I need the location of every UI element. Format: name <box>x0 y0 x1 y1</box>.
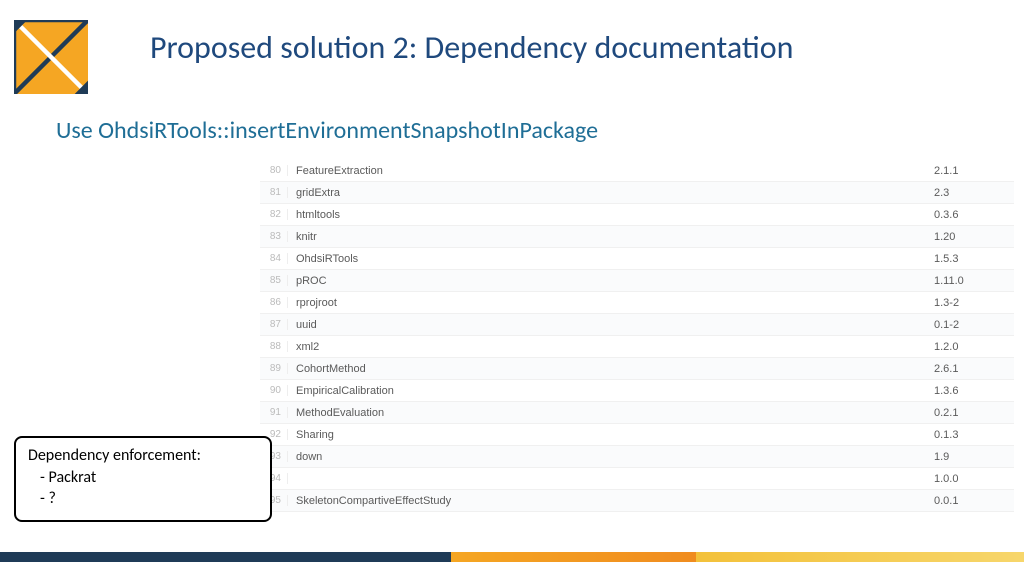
callout-heading: Dependency enforcement: <box>28 446 258 467</box>
table-row: 82htmltools0.3.6 <box>260 204 1014 226</box>
table-row: 89CohortMethod2.6.1 <box>260 358 1014 380</box>
table-row: 83knitr1.20 <box>260 226 1014 248</box>
table-row: 87uuid0.1-2 <box>260 314 1014 336</box>
line-number: 83 <box>260 231 288 242</box>
line-number: 80 <box>260 165 288 176</box>
callout-box: Dependency enforcement: Packrat? <box>14 436 272 522</box>
line-number: 81 <box>260 187 288 198</box>
bar-segment-navy <box>0 552 451 562</box>
line-number: 84 <box>260 253 288 264</box>
package-name: SkeletonCompartiveEffectStudy <box>288 495 934 507</box>
logo-icon <box>14 20 88 94</box>
line-number: 87 <box>260 319 288 330</box>
table-row: 92Sharing0.1.3 <box>260 424 1014 446</box>
package-version: 2.3 <box>934 187 1014 199</box>
table-row: 88xml21.2.0 <box>260 336 1014 358</box>
package-version: 0.0.1 <box>934 495 1014 507</box>
package-name: rprojroot <box>288 297 934 309</box>
table-row: 91MethodEvaluation0.2.1 <box>260 402 1014 424</box>
package-version: 0.3.6 <box>934 209 1014 221</box>
line-number: 85 <box>260 275 288 286</box>
package-name: htmltools <box>288 209 934 221</box>
package-name: Sharing <box>288 429 934 441</box>
line-number: 89 <box>260 363 288 374</box>
package-name: pROC <box>288 275 934 287</box>
package-version: 1.20 <box>934 231 1014 243</box>
bar-segment-orange <box>451 552 697 562</box>
table-row: 80FeatureExtraction2.1.1 <box>260 160 1014 182</box>
package-version: 1.3.6 <box>934 385 1014 397</box>
package-name: MethodEvaluation <box>288 407 934 419</box>
table-row: 90EmpiricalCalibration1.3.6 <box>260 380 1014 402</box>
dependency-table: 80FeatureExtraction2.1.181gridExtra2.382… <box>260 160 1014 512</box>
package-name: knitr <box>288 231 934 243</box>
line-number: 91 <box>260 407 288 418</box>
callout-item: Packrat <box>28 468 258 489</box>
package-version: 1.3-2 <box>934 297 1014 309</box>
table-row: 81gridExtra2.3 <box>260 182 1014 204</box>
package-name: FeatureExtraction <box>288 165 934 177</box>
package-name: OhdsiRTools <box>288 253 934 265</box>
callout-item: ? <box>28 489 258 510</box>
package-version: 1.9 <box>934 451 1014 463</box>
package-version: 1.2.0 <box>934 341 1014 353</box>
table-row: 84OhdsiRTools1.5.3 <box>260 248 1014 270</box>
package-version: 1.11.0 <box>934 275 1014 287</box>
line-number: 88 <box>260 341 288 352</box>
line-number: 90 <box>260 385 288 396</box>
callout-list: Packrat? <box>28 468 258 510</box>
package-version: 1.0.0 <box>934 473 1014 485</box>
package-version: 2.6.1 <box>934 363 1014 375</box>
table-row: 86rprojroot1.3-2 <box>260 292 1014 314</box>
package-version: 1.5.3 <box>934 253 1014 265</box>
package-name: gridExtra <box>288 187 934 199</box>
table-row: 85pROC1.11.0 <box>260 270 1014 292</box>
page-subtitle: Use OhdsiRTools::insertEnvironmentSnapsh… <box>56 116 598 145</box>
bar-segment-gold <box>696 552 1024 562</box>
package-version: 0.2.1 <box>934 407 1014 419</box>
package-name: uuid <box>288 319 934 331</box>
page-title: Proposed solution 2: Dependency document… <box>150 28 793 67</box>
package-version: 2.1.1 <box>934 165 1014 177</box>
package-name: down <box>288 451 934 463</box>
package-version: 0.1-2 <box>934 319 1014 331</box>
table-row: 941.0.0 <box>260 468 1014 490</box>
table-row: 93down1.9 <box>260 446 1014 468</box>
package-name: CohortMethod <box>288 363 934 375</box>
package-version: 0.1.3 <box>934 429 1014 441</box>
package-name: EmpiricalCalibration <box>288 385 934 397</box>
table-row: 95SkeletonCompartiveEffectStudy0.0.1 <box>260 490 1014 512</box>
bottom-bar <box>0 552 1024 562</box>
line-number: 82 <box>260 209 288 220</box>
package-name: xml2 <box>288 341 934 353</box>
line-number: 86 <box>260 297 288 308</box>
